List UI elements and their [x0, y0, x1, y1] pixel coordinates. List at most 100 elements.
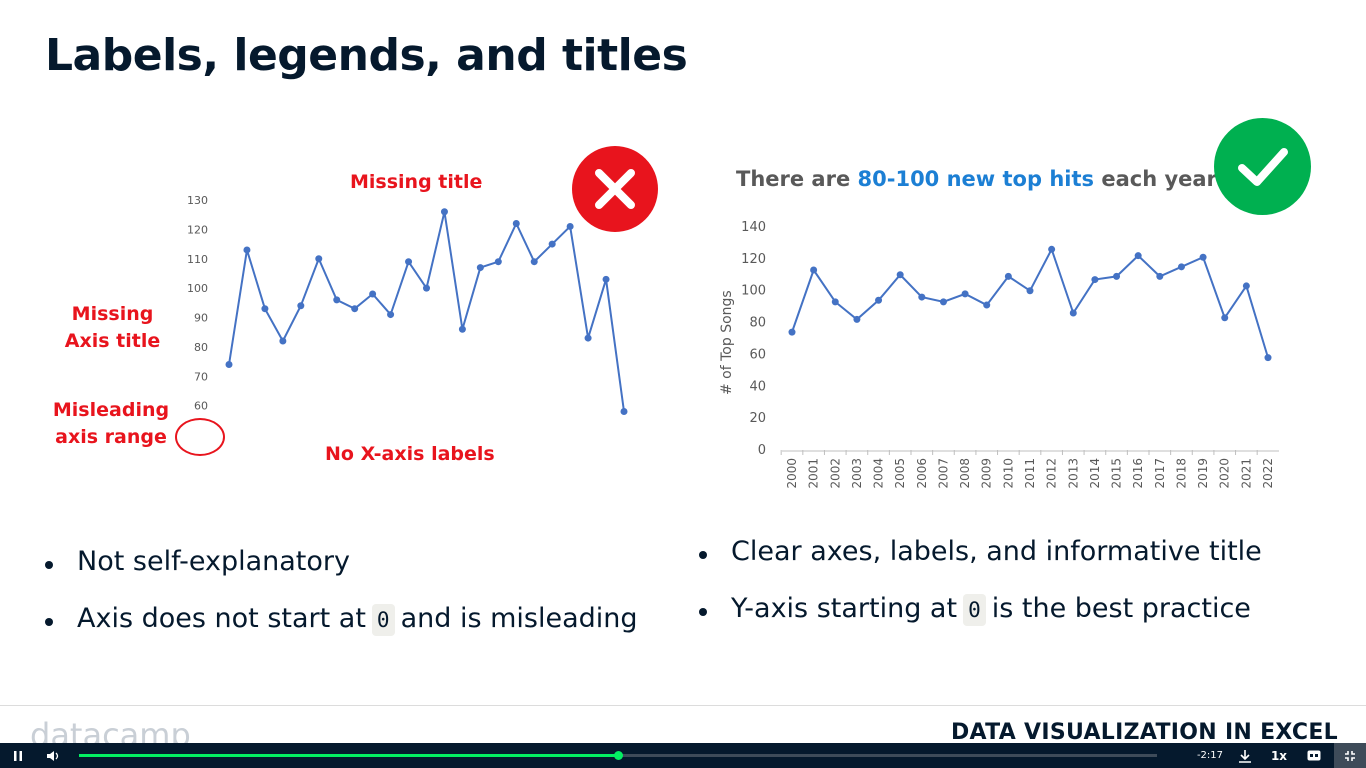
- good-xtick-label: 2016: [1131, 458, 1145, 489]
- good-xtick-label: 2007: [936, 458, 950, 489]
- good-data-point: [1004, 272, 1012, 280]
- right-bullets: Clear axes, labels, and informative titl…: [699, 536, 1262, 626]
- bad-data-point: [548, 240, 556, 248]
- misleading-range-note: Misleading axis range: [50, 397, 172, 451]
- good-data-point: [1026, 287, 1034, 295]
- good-xtick-label: 2003: [850, 458, 864, 489]
- right-bullet-2: Y-axis starting at 0 is the best practice: [699, 593, 1262, 626]
- footer-divider: [0, 705, 1366, 706]
- good-data-point: [1156, 272, 1164, 280]
- volume-button[interactable]: [42, 743, 64, 768]
- bad-data-point: [261, 305, 269, 313]
- misleading-line1: Misleading: [52, 399, 170, 421]
- bad-ytick-label: 90: [194, 312, 208, 325]
- good-xtick-label: 2002: [828, 458, 842, 489]
- bad-data-point: [405, 258, 413, 266]
- slide-title: Labels, legends, and titles: [45, 30, 688, 81]
- course-title: DATA VISUALIZATION IN EXCEL: [950, 720, 1338, 745]
- time-remaining: -2:17: [1196, 750, 1224, 761]
- good-data-point: [831, 298, 839, 306]
- no-x-labels-note: No X-axis labels: [325, 443, 495, 465]
- progress-scrubber[interactable]: [614, 751, 623, 760]
- bad-ytick-label: 100: [187, 282, 208, 295]
- code-zero: 0: [371, 603, 395, 636]
- good-data-point: [1134, 252, 1142, 260]
- good-data-point: [853, 315, 861, 323]
- good-xtick-label: 2020: [1218, 458, 1232, 489]
- good-ytick-label: 140: [741, 220, 766, 235]
- good-ytick-label: 0: [758, 443, 766, 458]
- misleading-line2: axis range: [55, 426, 167, 448]
- bad-ytick-label: 110: [187, 253, 208, 266]
- code-zero: 0: [963, 593, 986, 626]
- good-data-point: [939, 298, 947, 306]
- good-data-point: [1091, 276, 1099, 284]
- cross-badge: [572, 146, 658, 232]
- exit-fullscreen-button[interactable]: [1334, 743, 1366, 768]
- bad-data-point: [423, 284, 430, 292]
- left-bullet-2: Axis does not start at 0 and is misleading: [45, 603, 638, 636]
- good-data-point: [1177, 263, 1185, 271]
- good-xtick-label: 2010: [1001, 458, 1015, 489]
- bad-data-point: [476, 264, 484, 272]
- good-data-point: [918, 293, 926, 301]
- captions-icon: [1307, 750, 1321, 761]
- good-data-point: [875, 296, 883, 304]
- good-xtick-label: 2014: [1088, 458, 1102, 489]
- good-xtick-label: 2011: [1023, 458, 1037, 489]
- misleading-range-circle: [175, 418, 225, 456]
- captions-button[interactable]: [1302, 743, 1326, 768]
- good-chart: # of Top Songs 0 20 40 60 80 100 120 140 2000 20…: [719, 220, 1279, 489]
- volume-icon: [47, 750, 59, 761]
- bad-data-point: [279, 337, 287, 345]
- good-data-point: [1264, 354, 1272, 362]
- good-xtick-label: 2019: [1196, 458, 1210, 489]
- bad-ytick-label: 120: [187, 223, 208, 236]
- download-icon: [1239, 749, 1251, 763]
- bad-data-point: [243, 246, 251, 254]
- pause-button[interactable]: [8, 743, 28, 768]
- good-xtick-label: 2017: [1153, 458, 1167, 489]
- good-ytick-label: 60: [749, 347, 766, 362]
- bad-data-point: [225, 361, 233, 368]
- bad-data-point: [351, 305, 359, 313]
- bad-ytick-label: 80: [194, 341, 208, 354]
- pause-icon: [14, 750, 22, 761]
- left-bullets: Not self-explanatory Axis does not start…: [45, 546, 638, 636]
- progress-track[interactable]: [79, 751, 1157, 760]
- check-badge: [1214, 118, 1311, 215]
- bad-data-point: [440, 208, 448, 216]
- bad-data-point: [602, 275, 610, 283]
- missing-axis-title-note: Missing Axis title: [60, 301, 165, 355]
- bad-ytick-label: 130: [187, 194, 208, 207]
- good-ytick-label: 120: [741, 252, 766, 267]
- good-chart-title: There are 80-100 new top hits each year: [736, 167, 1217, 191]
- video-player-bar: -2:17 1x: [0, 743, 1366, 768]
- good-xtick-label: 2022: [1261, 458, 1275, 489]
- bad-data-point: [512, 220, 520, 227]
- good-xtick-label: 2001: [807, 458, 821, 489]
- bad-data-point: [620, 408, 628, 415]
- good-chart-ylabel: # of Top Songs: [719, 290, 735, 395]
- bad-data-point: [566, 222, 574, 230]
- good-xtick-label: 2009: [980, 458, 994, 489]
- playback-speed-button[interactable]: 1x: [1270, 748, 1288, 763]
- good-chart-title-pre: There are: [736, 167, 851, 191]
- download-button[interactable]: [1234, 743, 1256, 768]
- good-xtick-label: 2000: [785, 458, 799, 489]
- progress-fill: [79, 754, 618, 757]
- good-chart-series-line: [791, 246, 1269, 358]
- good-ytick-label: 20: [749, 411, 766, 426]
- good-ytick-label: 40: [749, 379, 766, 394]
- bad-chart-series-line: [228, 211, 625, 412]
- bad-data-point: [333, 296, 341, 304]
- good-chart-title-highlight: 80-100 new top hits: [857, 167, 1095, 191]
- good-xtick-label: 2005: [893, 458, 907, 489]
- bad-ytick-label: 60: [194, 400, 208, 413]
- exit-fullscreen-icon: [1345, 750, 1355, 761]
- good-xtick-label: 2004: [872, 458, 886, 489]
- good-chart-title-post: each year: [1101, 167, 1217, 191]
- good-data-point: [1199, 253, 1207, 261]
- good-data-point: [788, 328, 796, 336]
- good-ytick-label: 100: [741, 284, 766, 299]
